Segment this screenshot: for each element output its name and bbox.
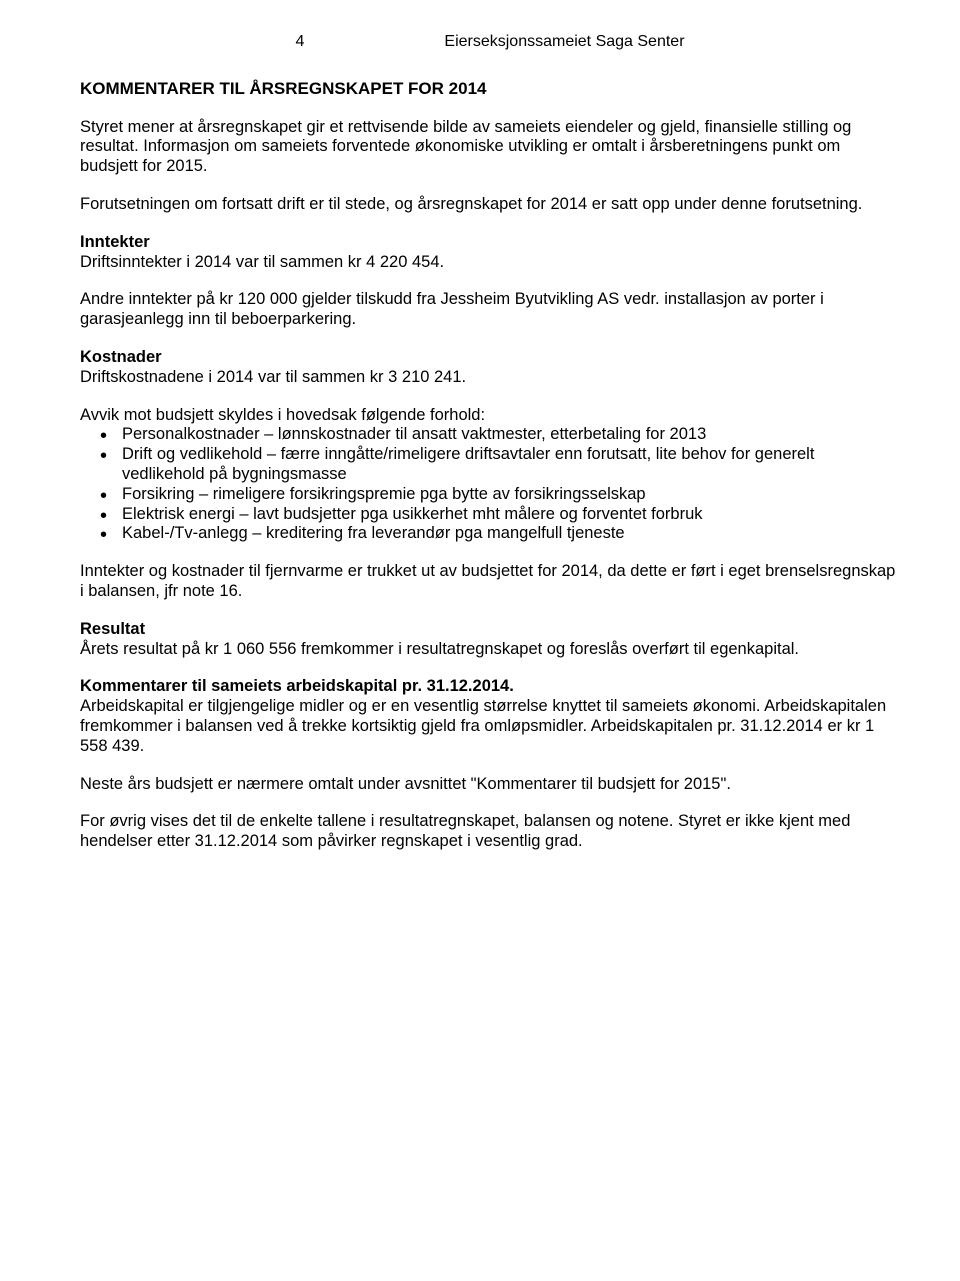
arbeidskapital-heading: Kommentarer til sameiets arbeidskapital … (80, 677, 900, 697)
inntekter-line-2: Andre inntekter på kr 120 000 gjelder ti… (80, 290, 900, 330)
bullet-item: Personalkostnader – lønnskostnader til a… (80, 425, 900, 445)
footer-text: For øvrig vises det til de enkelte talle… (80, 812, 900, 852)
bullet-item: Elektrisk energi – lavt budsjetter pga u… (80, 505, 900, 525)
bullet-item: Drift og vedlikehold – færre inngåtte/ri… (80, 445, 900, 485)
arbeidskapital-text: Arbeidskapital er tilgjengelige midler o… (80, 697, 900, 756)
document-page: 4 Eierseksjonssameiet Saga Senter KOMMEN… (0, 0, 960, 1281)
kostnader-line-1: Driftskostnadene i 2014 var til sammen k… (80, 368, 900, 388)
kostnader-heading: Kostnader (80, 348, 900, 368)
section-title: KOMMENTARER TIL ÅRSREGNSKAPET FOR 2014 (80, 79, 900, 99)
inntekter-line-1: Driftsinntekter i 2014 var til sammen kr… (80, 253, 900, 273)
neste-ar-text: Neste års budsjett er nærmere omtalt und… (80, 775, 900, 795)
org-name: Eierseksjonssameiet Saga Senter (444, 32, 684, 51)
inntekter-heading: Inntekter (80, 233, 900, 253)
bullet-item: Forsikring – rimeligere forsikringspremi… (80, 485, 900, 505)
arbeidskapital-section: Kommentarer til sameiets arbeidskapital … (80, 677, 900, 756)
resultat-heading: Resultat (80, 620, 900, 640)
intro-para-1: Styret mener at årsregnskapet gir et ret… (80, 118, 900, 177)
kostnader-post: Inntekter og kostnader til fjernvarme er… (80, 562, 900, 602)
bullet-item: Kabel-/Tv-anlegg – kreditering fra lever… (80, 524, 900, 544)
resultat-section: Resultat Årets resultat på kr 1 060 556 … (80, 620, 900, 660)
avvik-bullets: Personalkostnader – lønnskostnader til a… (80, 425, 900, 544)
page-number: 4 (295, 32, 304, 51)
page-header: 4 Eierseksjonssameiet Saga Senter (80, 32, 900, 51)
resultat-text: Årets resultat på kr 1 060 556 fremkomme… (80, 640, 900, 660)
avvik-intro: Avvik mot budsjett skyldes i hovedsak fø… (80, 406, 900, 426)
intro-para-2: Forutsetningen om fortsatt drift er til … (80, 195, 900, 215)
kostnader-section: Kostnader Driftskostnadene i 2014 var ti… (80, 348, 900, 602)
inntekter-section: Inntekter Driftsinntekter i 2014 var til… (80, 233, 900, 330)
